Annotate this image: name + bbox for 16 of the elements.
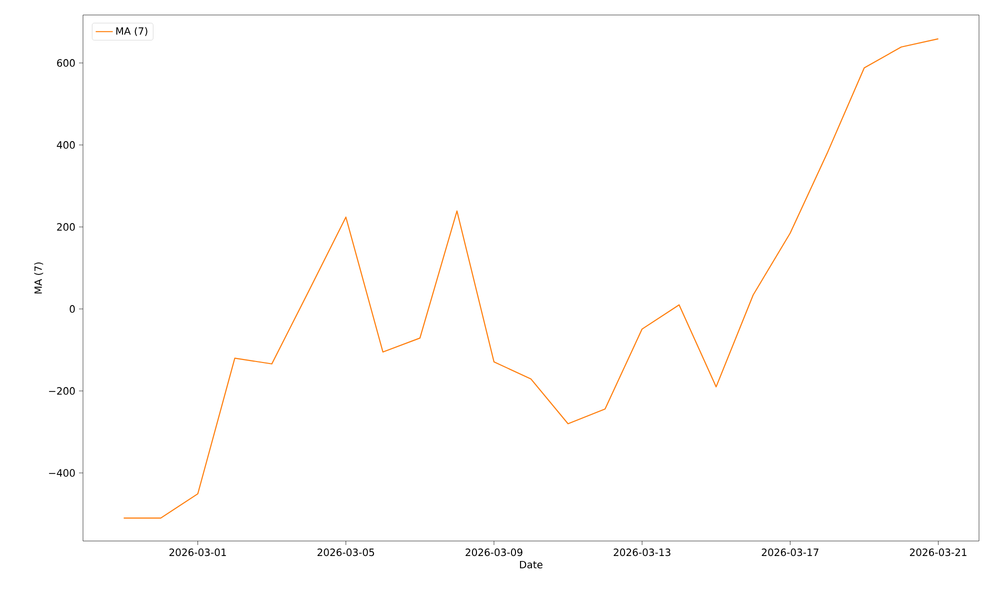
legend-label: MA (7): [116, 27, 148, 36]
x-tick-label: 2026-03-17: [762, 548, 818, 556]
x-tick-label: 2026-03-05: [318, 548, 374, 556]
line-series: [123, 38, 939, 519]
y-tick-label: 200: [57, 223, 75, 231]
x-axis-title: Date: [520, 560, 542, 568]
x-tick-label: 2026-03-09: [466, 548, 522, 556]
y-tick-label: 0: [70, 305, 75, 313]
y-axis-title: MA (7): [34, 262, 44, 294]
y-tick-label: 400: [56, 141, 75, 149]
x-tick-label: 2026-03-21: [910, 548, 966, 556]
y-tick-label: −200: [49, 387, 75, 395]
y-tick-label: −400: [49, 469, 75, 477]
x-tick-label: 2026-03-13: [614, 548, 670, 556]
y-tick-label: 600: [57, 59, 75, 67]
x-tick-label: 2026-03-01: [169, 548, 226, 556]
